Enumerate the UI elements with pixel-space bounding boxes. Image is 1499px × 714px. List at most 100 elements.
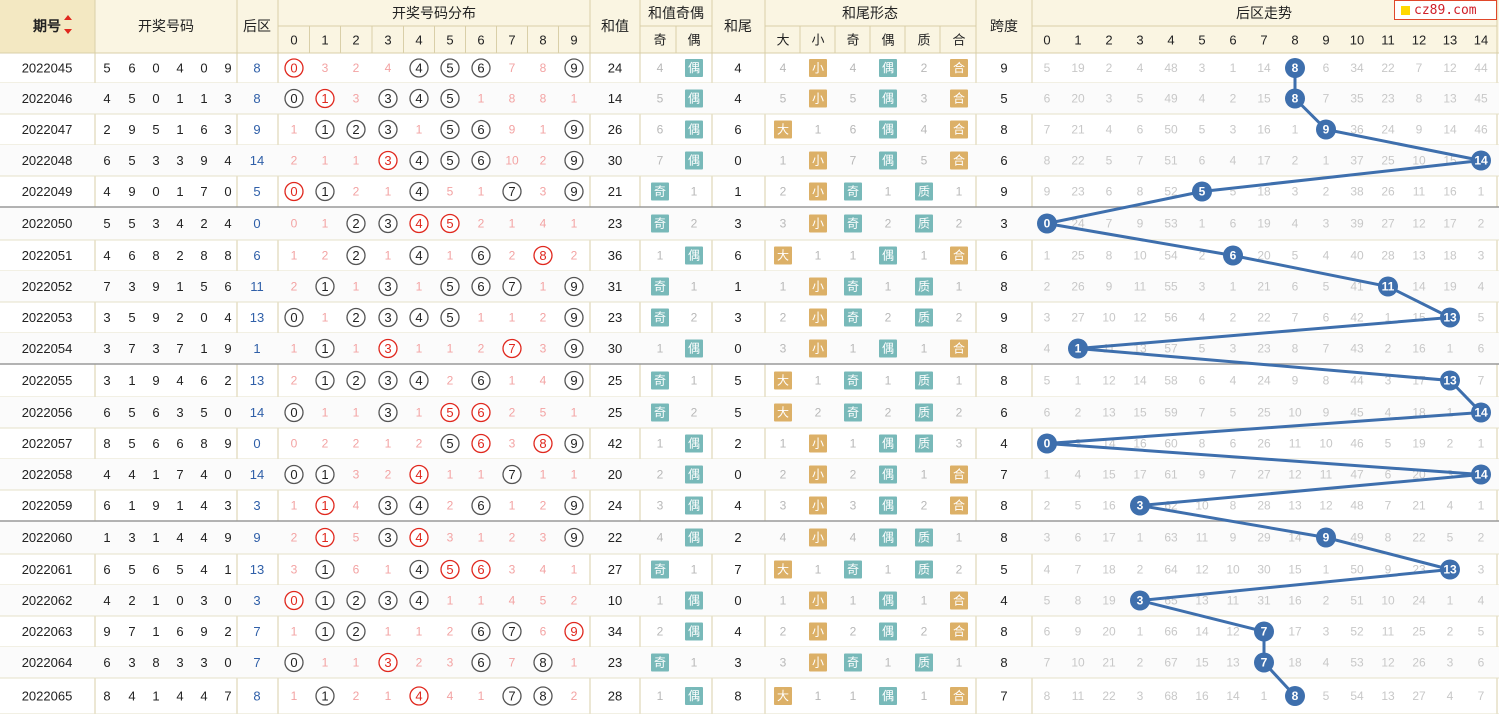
trend-hit-number: 1 xyxy=(1075,342,1082,356)
form-miss: 1 xyxy=(780,280,787,294)
parity-tag: 奇 xyxy=(654,311,666,325)
dist-miss-number: 0 xyxy=(291,217,298,231)
dist-miss-number: 1 xyxy=(447,594,454,608)
trend-hit-circle xyxy=(1254,652,1274,673)
period-cell: 2022045 xyxy=(22,61,73,76)
dist-hit-circle xyxy=(378,495,398,516)
trend-miss-number: 2 xyxy=(1044,280,1051,294)
dist-hit-circle xyxy=(346,590,366,611)
dist-miss-number: 5 xyxy=(353,531,360,545)
header-form-label: 偶 xyxy=(881,33,894,48)
form-miss: 1 xyxy=(850,689,857,703)
draw-number: 5 xyxy=(128,216,135,231)
back-number: 8 xyxy=(253,61,260,76)
dist-miss-number: 1 xyxy=(478,311,485,325)
draw-number: 5 xyxy=(200,279,207,294)
dist-hit-number: 4 xyxy=(415,530,422,545)
trend-miss-number: 9 xyxy=(1044,185,1051,199)
trend-miss-number: 57 xyxy=(1164,342,1178,356)
dist-hit-circle xyxy=(315,370,335,391)
dist-hit-circle xyxy=(315,276,335,297)
dist-miss-number: 3 xyxy=(509,563,516,577)
trend-miss-number: 7 xyxy=(1292,311,1299,325)
form-tag: 大 xyxy=(777,249,789,263)
sum-value: 28 xyxy=(608,689,622,704)
draw-number: 6 xyxy=(176,624,183,639)
trend-hit-number: 6 xyxy=(1230,249,1237,263)
trend-miss-number: 51 xyxy=(1350,594,1364,608)
span-value: 4 xyxy=(1000,593,1007,608)
trend-miss-number: 16 xyxy=(1102,499,1116,513)
parity-miss: 5 xyxy=(657,92,664,106)
form-tag-bg xyxy=(809,434,827,453)
draw-number: 4 xyxy=(200,498,207,513)
draw-number: 4 xyxy=(176,530,183,545)
draw-number: 9 xyxy=(128,122,135,137)
span-value: 8 xyxy=(1000,373,1007,388)
form-tag: 大 xyxy=(777,406,789,420)
draw-number: 3 xyxy=(200,655,207,670)
trend-miss-number: 7 xyxy=(1416,61,1423,75)
dist-hit-number: 4 xyxy=(415,91,422,106)
dist-miss-number: 2 xyxy=(291,374,298,388)
trend-hit-number: 5 xyxy=(1199,185,1206,199)
draw-number: 3 xyxy=(103,310,110,325)
dist-hit-circle xyxy=(533,245,553,266)
period-cell: 2022058 xyxy=(22,467,73,482)
dist-miss-number: 1 xyxy=(291,123,298,137)
parity-tag-bg xyxy=(685,89,703,108)
form-tag-bg xyxy=(915,528,933,547)
dist-hit-circle xyxy=(471,402,491,423)
trend-miss-number: 5 xyxy=(1292,249,1299,263)
dist-miss-number: 1 xyxy=(478,468,485,482)
form-tag: 偶 xyxy=(882,594,894,608)
trend-miss-number: 11 xyxy=(1382,625,1395,639)
dist-hit-circle xyxy=(346,307,366,328)
dist-miss-number: 1 xyxy=(291,689,298,703)
form-tag: 小 xyxy=(812,185,824,199)
trend-hit-circle xyxy=(1285,686,1305,706)
parity-tag-bg xyxy=(685,246,703,265)
form-tag: 小 xyxy=(812,61,824,75)
back-number: 13 xyxy=(250,310,264,325)
trend-hit-circle xyxy=(1130,495,1150,516)
trend-miss-number: 13 xyxy=(1381,689,1395,703)
form-miss: 6 xyxy=(850,123,857,137)
dist-miss-number: 2 xyxy=(416,437,423,451)
form-miss: 1 xyxy=(921,342,928,356)
dist-hit-circle xyxy=(315,559,335,580)
dist-hit-number: 9 xyxy=(570,310,577,325)
header-form-label: 大 xyxy=(776,33,789,48)
trend-miss-number: 8 xyxy=(1230,499,1237,513)
form-miss: 2 xyxy=(850,468,857,482)
trend-miss-number: 8 xyxy=(1137,185,1144,199)
form-tag-bg xyxy=(879,528,897,547)
dist-miss-number: 9 xyxy=(509,123,516,137)
parity-miss: 2 xyxy=(657,468,664,482)
brand-logo[interactable]: cz89.com xyxy=(1394,0,1497,20)
header-parity-label: 偶 xyxy=(687,33,700,48)
form-tag-bg xyxy=(809,151,827,170)
header-digit-label: 4 xyxy=(415,33,422,48)
dist-hit-number: 9 xyxy=(570,530,577,545)
trend-miss-number: 3 xyxy=(1199,61,1206,75)
form-tag-bg xyxy=(915,403,933,422)
trend-miss-number: 41 xyxy=(1350,280,1364,294)
trend-miss-number: 4 xyxy=(1478,280,1485,294)
trend-miss-number: 23 xyxy=(1381,92,1395,106)
draw-number: 0 xyxy=(200,310,207,325)
dist-hit-circle xyxy=(315,621,335,642)
trend-miss-number: 5 xyxy=(1230,406,1237,420)
dist-hit-circle xyxy=(315,181,335,202)
parity-tag-bg xyxy=(685,120,703,139)
draw-number: 7 xyxy=(176,341,183,356)
dist-hit-circle xyxy=(502,276,522,297)
dist-hit-number: 5 xyxy=(446,61,453,76)
form-tag-bg xyxy=(879,89,897,108)
draw-number: 4 xyxy=(128,467,135,482)
parity-tag: 偶 xyxy=(688,123,700,137)
trend-miss-number: 28 xyxy=(1381,249,1395,263)
form-tag-bg xyxy=(950,89,968,108)
trend-miss-number: 19 xyxy=(1443,280,1457,294)
form-tag-bg xyxy=(915,653,933,672)
